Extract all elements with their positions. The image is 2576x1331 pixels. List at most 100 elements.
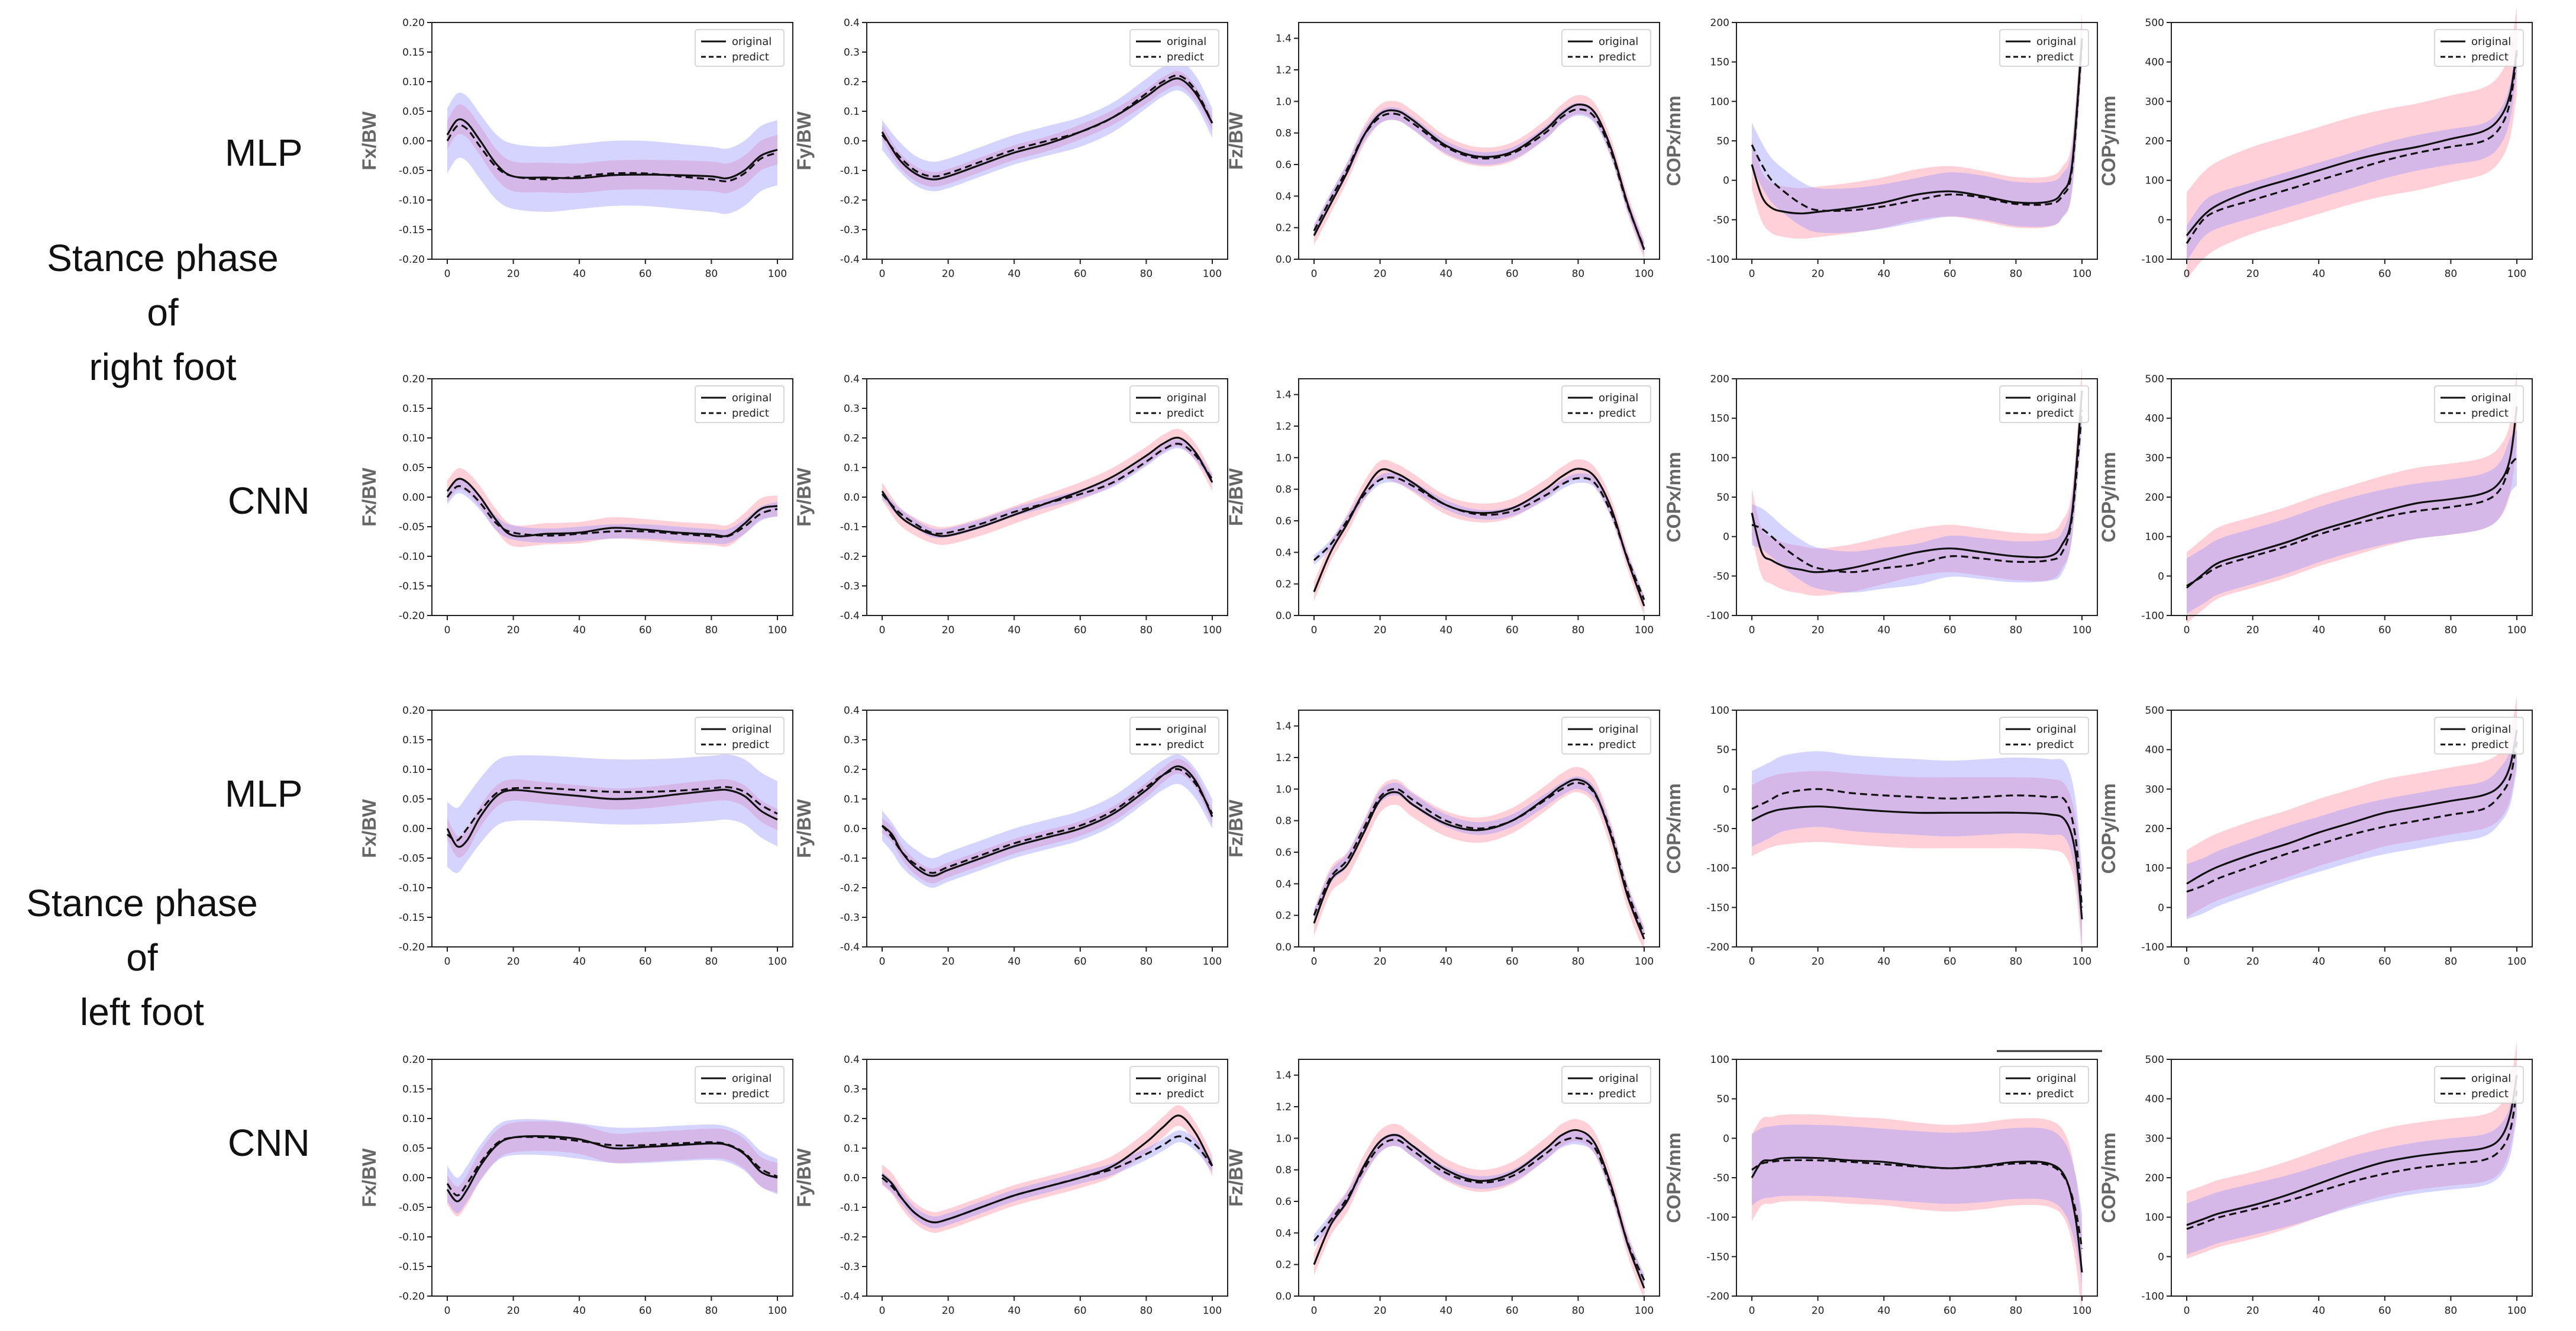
- chart-r1c0: 0 20 40 60 80 100 -0.20 -0.15 -0.10 -0.05 0.00 0.05…: [359, 373, 793, 636]
- x-tick-label: 80: [2445, 956, 2458, 968]
- y-tick-label: 100: [1710, 705, 1729, 717]
- y-tick-label: 0.8: [1276, 1165, 1292, 1177]
- y-tick-label: 1.2: [1276, 421, 1292, 433]
- line-original: [2186, 50, 2518, 237]
- line-predict: [881, 74, 1213, 178]
- legend-predict-label: predict: [2036, 51, 2074, 63]
- y-tick-label: 0.20: [402, 373, 425, 385]
- y-tick-label: -0.2: [840, 551, 860, 563]
- band-predict: [882, 1130, 1212, 1229]
- legend-predict-label: predict: [1167, 407, 1204, 420]
- legend-original-label: original: [1599, 392, 1638, 404]
- x-tick-label: 20: [1374, 1305, 1387, 1317]
- legend-predict-label: predict: [1167, 739, 1204, 751]
- axes-frame: [1298, 22, 1660, 260]
- x-tick-label: 40: [1008, 956, 1021, 968]
- y-tick-label: 1.0: [1276, 784, 1292, 795]
- line-predict: [1751, 788, 2083, 908]
- x-tick-label: 100: [768, 268, 787, 280]
- y-tick-label: -0.05: [399, 521, 425, 533]
- axes-frame: [1298, 710, 1660, 948]
- legend-original-label: original: [1167, 1072, 1206, 1085]
- y-tick-label: 0.2: [1276, 579, 1292, 591]
- group-label-left-line2: of: [126, 936, 158, 979]
- y-tick-label: 0.00: [402, 136, 425, 147]
- x-tick-label: 80: [705, 1305, 718, 1317]
- x-tick-label: 40: [573, 956, 586, 968]
- line-original: [881, 765, 1213, 877]
- band-predict: [447, 754, 777, 874]
- y-tick-label: 0.1: [844, 794, 860, 805]
- y-tick-label: -0.2: [840, 195, 860, 207]
- y-tick-label: -0.1: [840, 165, 860, 177]
- x-tick-label: 0: [1749, 624, 1755, 636]
- y-tick-label: -0.1: [840, 521, 860, 533]
- y-tick-label: 0: [1723, 784, 1729, 795]
- band-original: [447, 468, 777, 547]
- band-predict: [447, 92, 777, 214]
- legend-original-label: original: [1599, 36, 1638, 48]
- row-label-cnn-right: CNN: [228, 479, 310, 522]
- y-axis-label: Fy/BW: [793, 111, 815, 170]
- legend-original-label: original: [1599, 1072, 1638, 1085]
- y-tick-label: 1.0: [1276, 452, 1292, 464]
- x-tick-label: 100: [1635, 268, 1654, 280]
- x-tick-label: 100: [1203, 624, 1222, 636]
- y-tick-label: 0.6: [1276, 1196, 1292, 1208]
- y-tick-label: 0.05: [402, 462, 425, 474]
- band-original: [2187, 7, 2517, 279]
- axes-frame: [1298, 378, 1660, 616]
- chart-r2c2: 0 20 40 60 80 100 0.0 0.2 0.4 0.6 0.8 1.0 1.2 1.4 Fz/B…: [1225, 710, 1660, 968]
- group-label-right-line1: Stance phase: [47, 237, 279, 279]
- y-tick-label: 0.1: [844, 106, 860, 118]
- band-predict: [447, 479, 777, 544]
- x-tick-label: 20: [2246, 268, 2259, 280]
- x-tick-label: 60: [1074, 624, 1087, 636]
- legend-predict-label: predict: [732, 51, 769, 63]
- y-tick-label: 0.0: [1276, 1291, 1292, 1303]
- x-tick-label: 80: [1140, 624, 1153, 636]
- x-tick-label: 20: [2246, 624, 2259, 636]
- y-tick-label: 0.2: [1276, 910, 1292, 922]
- y-tick-label: 0.4: [844, 373, 860, 385]
- x-tick-label: 40: [2312, 1305, 2325, 1317]
- line-predict: [446, 485, 778, 538]
- y-axis-label: COPx/mm: [1663, 784, 1684, 874]
- band-original: [2187, 696, 2517, 917]
- y-tick-label: 100: [2145, 531, 2164, 543]
- y-tick-label: 0.6: [1276, 515, 1292, 527]
- y-tick-label: 0.8: [1276, 484, 1292, 496]
- x-tick-label: 80: [1572, 268, 1585, 280]
- x-tick-label: 0: [1749, 1305, 1755, 1317]
- line-original: [2186, 730, 2518, 885]
- line-predict: [2186, 54, 2518, 244]
- y-tick-label: 50: [1716, 492, 1729, 504]
- x-tick-label: 0: [879, 956, 886, 968]
- x-tick-label: 20: [1374, 624, 1387, 636]
- x-tick-label: 40: [1439, 1305, 1452, 1317]
- y-tick-label: 300: [2145, 1133, 2164, 1145]
- chart-r3c1: 0 20 40 60 80 100 -0.4 -0.3 -0.2 -0.1 0.0 0.1 0.2 0.3…: [793, 1054, 1228, 1317]
- x-tick-label: 80: [2445, 624, 2458, 636]
- band-predict: [1314, 103, 1644, 254]
- x-tick-label: 80: [2010, 624, 2023, 636]
- line-predict: [881, 768, 1213, 874]
- x-tick-label: 60: [1506, 956, 1519, 968]
- x-tick-label: 40: [2312, 956, 2325, 968]
- group-label-right-foot: Stance phase of right foot: [24, 231, 302, 394]
- legend-original-label: original: [1599, 723, 1638, 736]
- y-tick-label: 0.4: [844, 705, 860, 717]
- y-tick-label: -0.05: [399, 1202, 425, 1214]
- x-tick-label: 60: [1074, 956, 1087, 968]
- y-axis-label: Fx/BW: [359, 1148, 380, 1207]
- axes-frame: [1298, 1059, 1660, 1297]
- x-tick-label: 60: [1944, 624, 1957, 636]
- y-tick-label: 0: [1723, 175, 1729, 187]
- y-tick-label: -0.3: [840, 1261, 860, 1273]
- line-predict: [881, 443, 1213, 535]
- y-axis-label: COPy/mm: [2098, 96, 2119, 186]
- y-tick-label: -0.15: [399, 581, 425, 592]
- y-tick-label: -100: [2141, 254, 2164, 266]
- legend-original-label: original: [732, 1072, 771, 1085]
- y-tick-label: -200: [1706, 942, 1729, 953]
